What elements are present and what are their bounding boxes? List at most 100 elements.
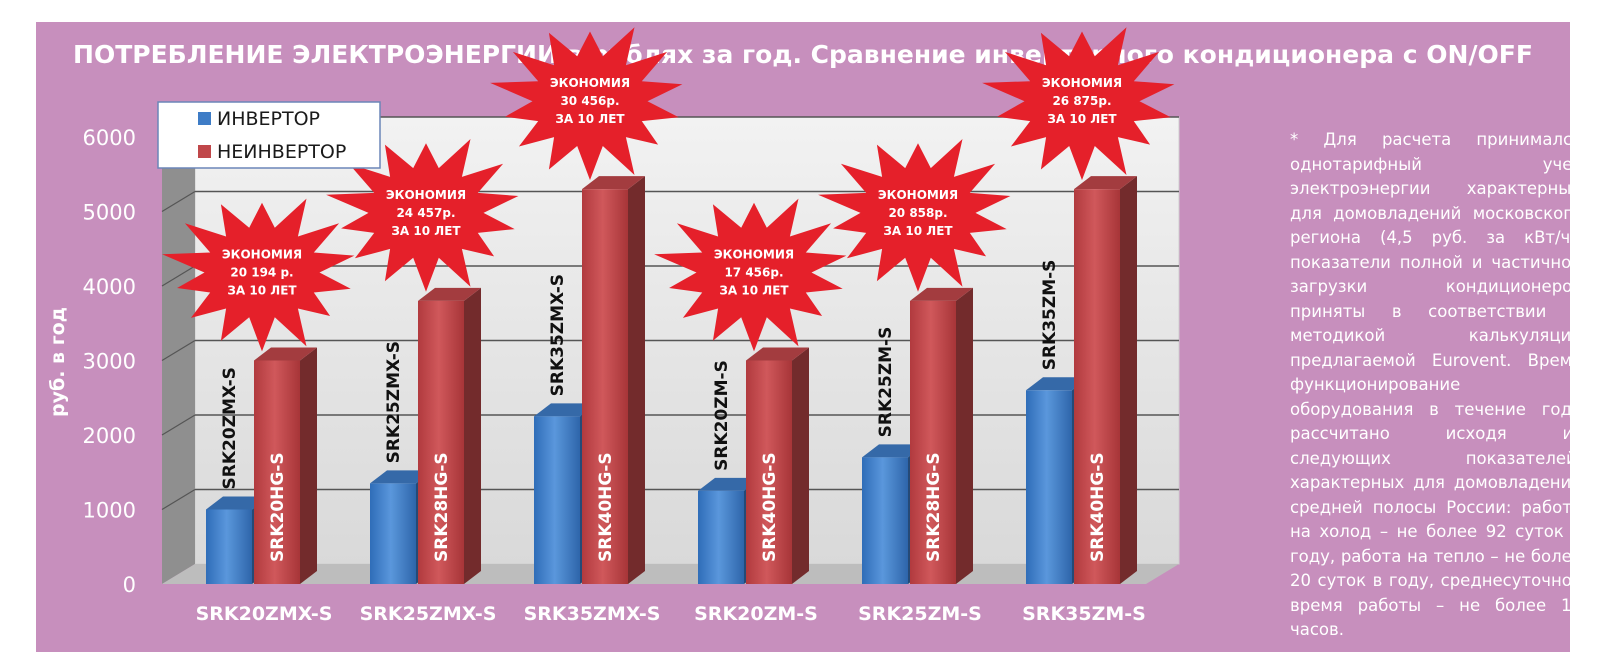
bar-label-noninverter: SRK40HG-S <box>1088 452 1108 562</box>
bar-top <box>534 403 597 417</box>
bar-side <box>792 347 809 584</box>
gridline-side <box>161 265 196 287</box>
calculation-note: * Для расчета принимался однотарифный уч… <box>1290 130 1582 639</box>
bar-label-inverter: SRK20ZM-S <box>712 360 732 471</box>
legend-label: НЕИНВЕРТОР <box>217 141 346 163</box>
savings-starburst: ЭКОНОМИЯ 30 456р. ЗА 10 ЛЕТ <box>490 27 683 181</box>
starburst-text: ЗА 10 ЛЕТ <box>719 284 789 298</box>
y-axis-label: руб. в год <box>47 307 69 417</box>
x-category-label: SRK25ZMX-S <box>360 603 497 625</box>
bar-front <box>746 360 792 584</box>
starburst-text: 20 858р. <box>888 206 947 220</box>
x-category-label: SRK25ZM-S <box>858 603 982 625</box>
bar-top <box>370 470 433 484</box>
starburst-text: ЗА 10 ЛЕТ <box>1047 112 1117 126</box>
chart-title: ПОТРЕБЛЕНИЕ ЭЛЕКТРОЭНЕРГИИ в рублях за г… <box>73 40 1533 69</box>
starburst-text: ЗА 10 ЛЕТ <box>391 224 461 238</box>
bar-top <box>698 477 761 491</box>
y-tick-label: 3000 <box>83 350 136 374</box>
bar-side <box>1120 176 1137 584</box>
y-tick-label: 5000 <box>83 201 136 225</box>
legend-box <box>157 101 381 169</box>
bar-label-inverter: SRK35ZMX-S <box>548 274 568 396</box>
starburst-shape <box>162 198 355 352</box>
bar-side <box>956 287 973 584</box>
starburst-text: ЭКОНОМИЯ <box>1042 76 1122 90</box>
bar-chart: 0 1000 2000 3000 4000 5000 6000 руб. в год SRK20… <box>47 27 1180 625</box>
bar-top <box>206 496 269 510</box>
gridline-side <box>161 190 196 213</box>
bar-top <box>418 287 481 301</box>
x-category-label: SRK35ZM-S <box>1022 603 1146 625</box>
gridline-side <box>161 339 196 362</box>
bar-noninverter <box>910 287 973 584</box>
starburst-text: ЭКОНОМИЯ <box>878 188 958 202</box>
bar-front <box>1026 390 1072 584</box>
bar-noninverter <box>746 347 809 584</box>
bar-front <box>910 300 956 584</box>
starburst-text: ЭКОНОМИЯ <box>714 248 794 262</box>
starburst-text: 26 875р. <box>1052 94 1111 108</box>
legend-swatch <box>198 145 211 158</box>
bar-top <box>1074 176 1137 190</box>
starburst-text: 17 456р. <box>724 266 783 280</box>
gridline-side <box>161 488 196 511</box>
y-tick-label: 1000 <box>83 499 136 523</box>
legend: ИНВЕРТОР НЕИНВЕРТОР <box>157 101 381 169</box>
bar-front <box>862 457 908 584</box>
bar-label-noninverter: SRK28HG-S <box>432 452 452 562</box>
bar-label-inverter: SRK25ZM-S <box>876 327 896 438</box>
starburst-shape <box>818 139 1011 292</box>
starburst-text: ЗА 10 ЛЕТ <box>883 224 953 238</box>
bar-front <box>418 300 464 584</box>
bar-front <box>254 360 300 584</box>
legend-swatch <box>198 112 211 125</box>
bar-front <box>370 483 416 584</box>
bar-front <box>1074 189 1120 584</box>
y-tick-label: 2000 <box>83 424 136 448</box>
bar-label-inverter: SRK20ZMX-S <box>220 367 240 489</box>
savings-starburst: ЭКОНОМИЯ 20 194 р. ЗА 10 ЛЕТ <box>162 198 355 352</box>
bar-top <box>746 347 809 361</box>
y-tick-label: 6000 <box>83 126 136 150</box>
bar-top <box>910 287 973 301</box>
legend-label: ИНВЕРТОР <box>217 108 320 130</box>
bar-front <box>534 416 580 584</box>
bar-front <box>698 490 744 584</box>
chart-panel: ПОТРЕБЛЕНИЕ ЭЛЕКТРОЭНЕРГИИ в рублях за г… <box>36 22 1582 652</box>
bar-top <box>254 347 317 361</box>
bar-label-inverter: SRK35ZM-S <box>1040 260 1060 371</box>
bar-front <box>206 509 252 584</box>
bar-side <box>628 176 645 584</box>
bar-noninverter <box>1074 176 1137 584</box>
bar-top <box>862 444 925 458</box>
bar-label-inverter: SRK25ZMX-S <box>384 341 404 463</box>
bar-label-noninverter: SRK40HG-S <box>596 452 616 562</box>
starburst-text: ЭКОНОМИЯ <box>386 188 466 202</box>
starburst-text: 30 456р. <box>560 94 619 108</box>
x-category-label: SRK20ZMX-S <box>196 603 333 625</box>
y-tick-label: 0 <box>123 573 136 597</box>
bar-side <box>464 287 481 584</box>
bar-label-noninverter: SRK40HG-S <box>760 452 780 562</box>
starburst-text: 24 457р. <box>396 206 455 220</box>
bar-noninverter <box>418 287 481 584</box>
bar-label-noninverter: SRK28HG-S <box>924 452 944 562</box>
starburst-shape <box>326 139 519 292</box>
starburst-text: 20 194 р. <box>230 266 293 280</box>
bar-front <box>582 189 628 584</box>
starburst-shape <box>490 27 683 181</box>
starburst-shape <box>654 198 847 352</box>
starburst-text: ЭКОНОМИЯ <box>550 76 630 90</box>
bar-side <box>300 347 317 584</box>
bar-top <box>1026 377 1089 391</box>
y-tick-label: 4000 <box>83 275 136 299</box>
savings-starburst: ЭКОНОМИЯ 26 875р. ЗА 10 ЛЕТ <box>982 27 1175 181</box>
savings-starburst: ЭКОНОМИЯ 20 858р. ЗА 10 ЛЕТ <box>818 139 1011 292</box>
savings-starburst: ЭКОНОМИЯ 17 456р. ЗА 10 ЛЕТ <box>654 198 847 352</box>
starburst-text: ЭКОНОМИЯ <box>222 248 302 262</box>
starburst-text: ЗА 10 ЛЕТ <box>555 112 625 126</box>
x-category-label: SRK20ZM-S <box>694 603 818 625</box>
starburst-text: ЗА 10 ЛЕТ <box>227 284 297 298</box>
bar-noninverter <box>582 176 645 584</box>
